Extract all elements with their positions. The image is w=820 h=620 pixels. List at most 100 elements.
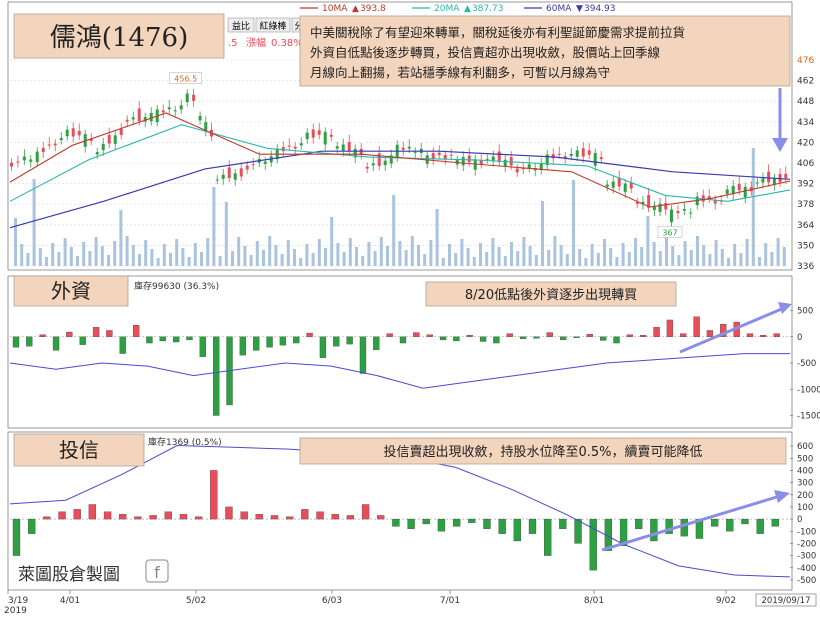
candle-body <box>515 168 519 173</box>
volume-bar <box>107 255 110 266</box>
volume-bar <box>249 255 253 266</box>
title-box <box>13 13 225 59</box>
facebook-icon-glyph: f <box>154 563 160 582</box>
volume-bar <box>429 240 433 266</box>
volume-bar <box>200 252 203 266</box>
flow-bar <box>640 335 647 337</box>
candle-body <box>71 128 75 137</box>
volume-bar <box>82 242 86 266</box>
volume-bar <box>603 239 606 266</box>
bar-tick-label: -500 <box>797 576 816 586</box>
flow-bar <box>119 336 126 354</box>
flow-bar <box>574 518 582 544</box>
volume-bar <box>745 239 749 266</box>
flow-bar <box>613 336 620 344</box>
volume-bar <box>751 148 755 266</box>
volume-bar <box>634 238 637 266</box>
flow-bar <box>483 518 491 529</box>
candle-body <box>377 153 381 166</box>
volume-bar <box>361 256 365 266</box>
volume-bar <box>596 253 600 266</box>
flow-bar <box>346 336 353 345</box>
candle-body <box>10 162 13 167</box>
tab-red-green-bars-label: 紅綠棒 <box>259 20 286 32</box>
flow-bar <box>28 518 36 534</box>
flow-bar <box>392 518 400 527</box>
bar-tick-label: 0 <box>797 515 802 525</box>
volume-bar <box>441 258 445 266</box>
candle-body <box>227 167 231 179</box>
flow-bar <box>680 518 688 537</box>
flow-bar <box>666 319 674 337</box>
flow-bar <box>498 518 506 534</box>
volume-bar <box>262 250 265 266</box>
volume-bar <box>113 241 117 266</box>
tab-earnings-ratio[interactable] <box>227 17 255 33</box>
volume-bar <box>646 216 650 266</box>
volume-bar <box>578 249 582 266</box>
volume-bar <box>348 238 352 266</box>
candle-body <box>725 189 729 194</box>
flow-bar <box>179 514 188 520</box>
volume-bar <box>94 237 98 266</box>
flow-bar <box>239 336 247 356</box>
x-tick-label: 9/02 <box>716 596 736 606</box>
flow-bar <box>559 518 567 529</box>
flow-bar <box>266 336 273 348</box>
candle-body <box>383 160 387 166</box>
tab-minute-label: 分 <box>294 21 303 32</box>
ma20-line <box>9 124 791 202</box>
volume-bar <box>454 253 458 266</box>
volume-bar <box>69 247 73 266</box>
volume-bar <box>615 257 619 266</box>
flow-bar <box>346 515 355 520</box>
x-axis: 3/19 4/01 5/02 6/03 7/01 8/01 9/02 2019 2019/09/… <box>4 590 817 616</box>
volume-bar <box>38 248 42 266</box>
volume-bar <box>640 247 644 266</box>
flow-bar <box>134 516 142 520</box>
flow-bar <box>760 335 767 337</box>
volume-bar <box>621 243 625 266</box>
price-note-line: 月線向上翻揚，若站穩季線有利翻多，可暫以月線為守 <box>310 65 610 80</box>
candle-body <box>204 122 208 131</box>
flow-bar <box>546 332 553 337</box>
candle-body <box>479 160 483 165</box>
candle-body <box>233 173 237 180</box>
flow-bar <box>240 511 248 520</box>
x-year-label: 2019 <box>4 606 27 616</box>
price-tick-label: 420 <box>797 138 814 148</box>
volume-bar <box>268 236 272 266</box>
header-toolbar: 益比 紅綠棒 分 .5 漲幅 0.38% <box>227 17 307 49</box>
bar-tick-label: -100 <box>797 527 816 537</box>
volume-bar <box>776 238 780 266</box>
candle-body <box>185 93 189 103</box>
volume-bar <box>559 245 563 266</box>
price-tick-label: 462 <box>797 77 814 87</box>
candle-body <box>563 156 567 158</box>
flow-bar <box>650 518 658 542</box>
flow-bar <box>377 515 385 520</box>
flow-bar <box>52 336 60 351</box>
candle-body <box>575 150 579 157</box>
flow-bar <box>422 518 430 525</box>
tab-red-green-bars[interactable] <box>255 17 291 33</box>
price-tick-label: 364 <box>797 221 814 231</box>
volume-bar <box>466 248 470 266</box>
flow-bar <box>559 336 567 341</box>
volume-bar <box>689 250 693 266</box>
end-date-box <box>755 593 817 607</box>
volume-bar <box>144 240 148 266</box>
x-tick-label: 3/19 <box>8 596 28 606</box>
ma10-legend-arrow: ▲ <box>352 4 359 14</box>
candle-body <box>682 208 686 211</box>
volume-bar <box>224 202 228 266</box>
trust-note-box <box>299 437 787 465</box>
volume-bar <box>193 243 197 266</box>
volume-bar <box>379 237 383 266</box>
flow-bar <box>479 336 487 342</box>
foreign-note: 8/20低點後外資逐步出現轉買 <box>465 288 637 303</box>
x-tick-label: 7/01 <box>440 596 460 606</box>
candle-body <box>461 157 465 166</box>
candle-body <box>173 110 177 112</box>
flow-bar <box>573 336 580 338</box>
